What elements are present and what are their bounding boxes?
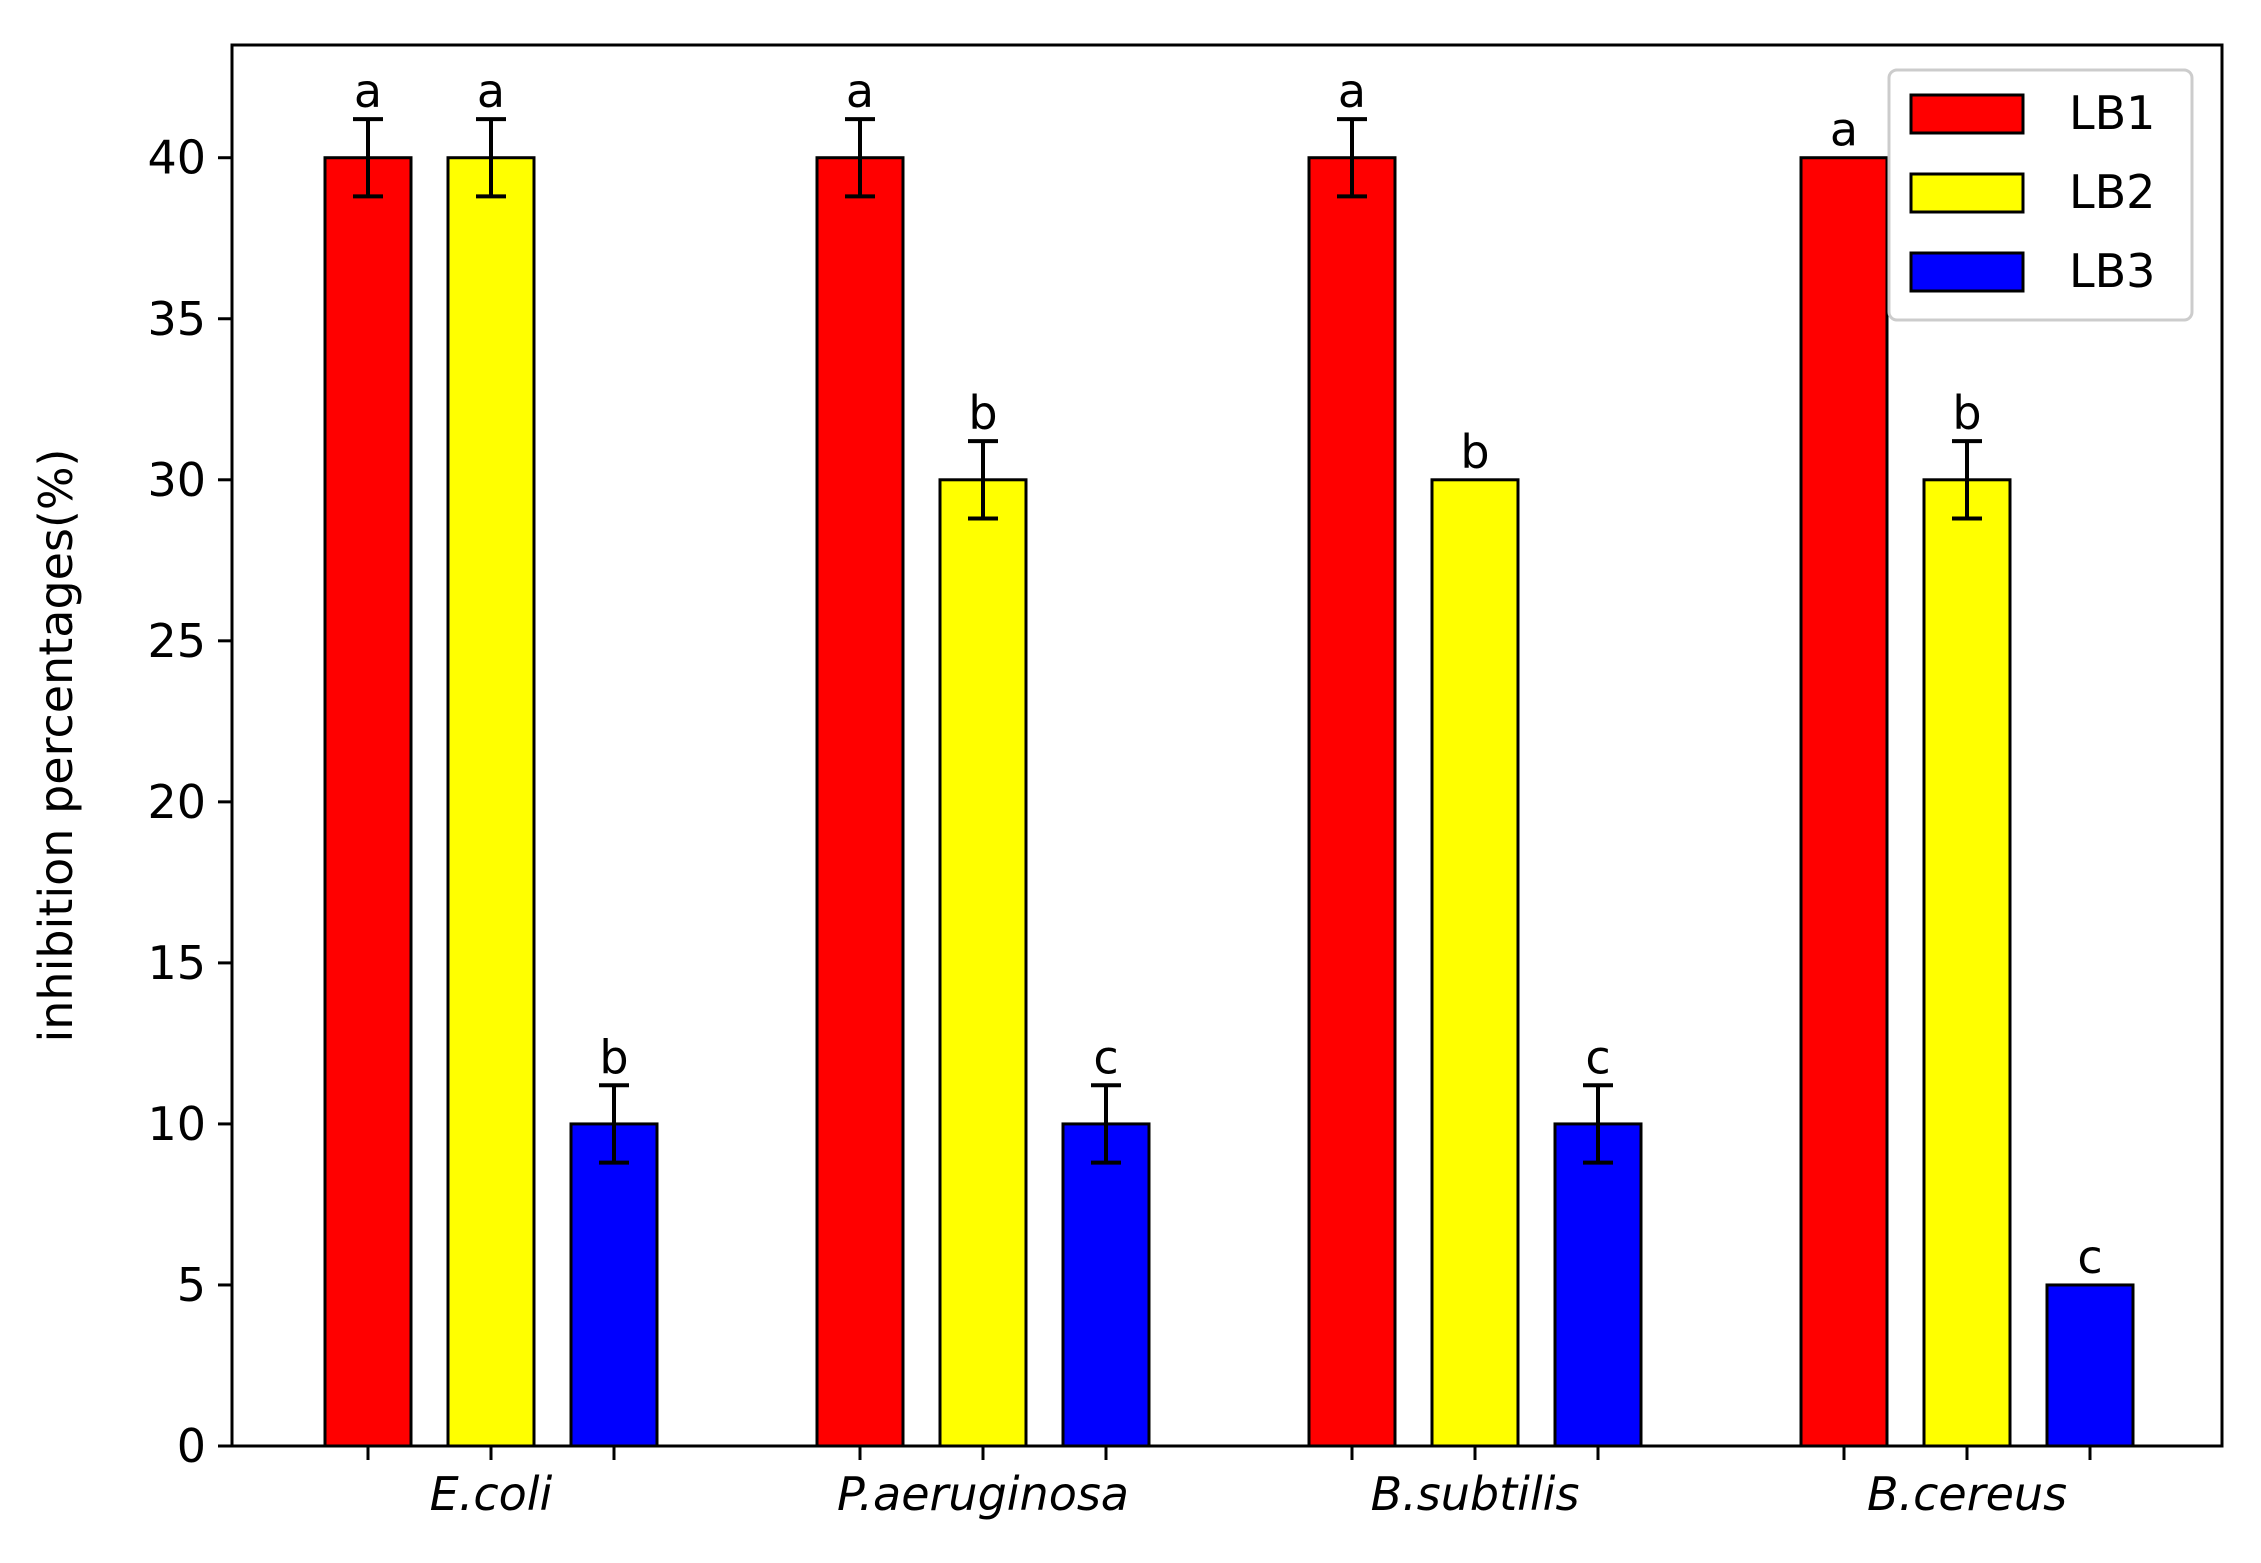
significance-letter-lb1-3: a — [1830, 103, 1858, 157]
significance-letter-lb1-2: a — [1338, 64, 1366, 118]
error-bar-lb2-3 — [1952, 439, 1982, 521]
error-bars-layer — [353, 117, 1982, 1165]
bar-lb1-0 — [323, 156, 413, 1448]
bar-lb3-0 — [569, 1122, 659, 1448]
bars-layer — [323, 156, 2135, 1448]
error-bar-lb2-1 — [968, 439, 998, 521]
bar-lb1-3 — [1799, 156, 1889, 1448]
y-tick-label: 20 — [147, 775, 206, 829]
legend-label: LB3 — [2069, 244, 2155, 298]
error-bar-lb3-2 — [1583, 1083, 1613, 1165]
x-category-label: B.cereus — [1867, 1467, 2067, 1521]
significance-letter-lb3-2: c — [1585, 1030, 1610, 1084]
y-tick-label: 10 — [147, 1097, 206, 1151]
x-category-label: E.coli — [430, 1467, 553, 1521]
y-tick-label: 5 — [177, 1258, 206, 1312]
bar-lb2-1 — [938, 478, 1028, 1448]
error-bar-lb3-0 — [599, 1083, 629, 1165]
bar-lb2-3 — [1922, 478, 2012, 1448]
y-tick-label: 30 — [147, 453, 206, 507]
x-axis: E.coli P.aeruginosa B.subtilis B.cereus — [366, 1446, 2092, 1521]
legend-item-lb3: LB3 — [1909, 244, 2155, 298]
y-tick-label: 15 — [147, 936, 206, 990]
legend-item-lb1: LB1 — [1909, 86, 2155, 140]
x-category-label: B.subtilis — [1371, 1467, 1580, 1521]
bar-lb1-1 — [815, 156, 905, 1448]
bar-lb3-1 — [1061, 1122, 1151, 1448]
error-bar-lb1-1 — [845, 117, 875, 199]
y-tick-label: 0 — [177, 1419, 206, 1473]
significance-letter-lb2-1: b — [968, 386, 997, 440]
significance-letters-layer: a a b a b c a b c a b c — [354, 64, 2103, 1284]
significance-letter-lb3-3: c — [2077, 1230, 2102, 1284]
bar-lb2-0 — [446, 156, 536, 1448]
y-axis: 0 5 10 15 20 25 30 35 40 — [147, 131, 232, 1473]
y-tick-label: 40 — [147, 131, 206, 185]
x-category-label: P.aeruginosa — [837, 1467, 1129, 1521]
legend-label: LB1 — [2069, 86, 2155, 140]
bar-lb3-3 — [2045, 1283, 2135, 1448]
bar-lb2-2 — [1430, 478, 1520, 1448]
error-bar-lb1-2 — [1337, 117, 1367, 199]
legend-swatch — [1909, 172, 2025, 214]
y-tick-label: 25 — [147, 614, 206, 668]
significance-letter-lb3-0: b — [599, 1030, 628, 1084]
bar-lb1-2 — [1307, 156, 1397, 1448]
significance-letter-lb1-1: a — [846, 64, 874, 118]
significance-letter-lb2-0: a — [477, 64, 505, 118]
significance-letter-lb3-1: c — [1093, 1030, 1118, 1084]
bar-lb3-2 — [1553, 1122, 1643, 1448]
legend-swatch — [1909, 93, 2025, 135]
error-bar-lb2-0 — [476, 117, 506, 199]
y-axis-title: inhibition percentages(%) — [29, 448, 83, 1042]
significance-letter-lb1-0: a — [354, 64, 382, 118]
significance-letter-lb2-3: b — [1952, 386, 1981, 440]
significance-letter-lb2-2: b — [1460, 425, 1489, 479]
plot-area-frame — [230, 43, 2224, 1448]
legend-item-lb2: LB2 — [1909, 165, 2155, 219]
error-bar-lb1-0 — [353, 117, 383, 199]
error-bar-lb3-1 — [1091, 1083, 1121, 1165]
legend-swatch — [1909, 251, 2025, 293]
legend-label: LB2 — [2069, 165, 2155, 219]
y-tick-label: 35 — [147, 292, 206, 346]
legend: LB1 LB2 LB3 — [1887, 68, 2194, 322]
